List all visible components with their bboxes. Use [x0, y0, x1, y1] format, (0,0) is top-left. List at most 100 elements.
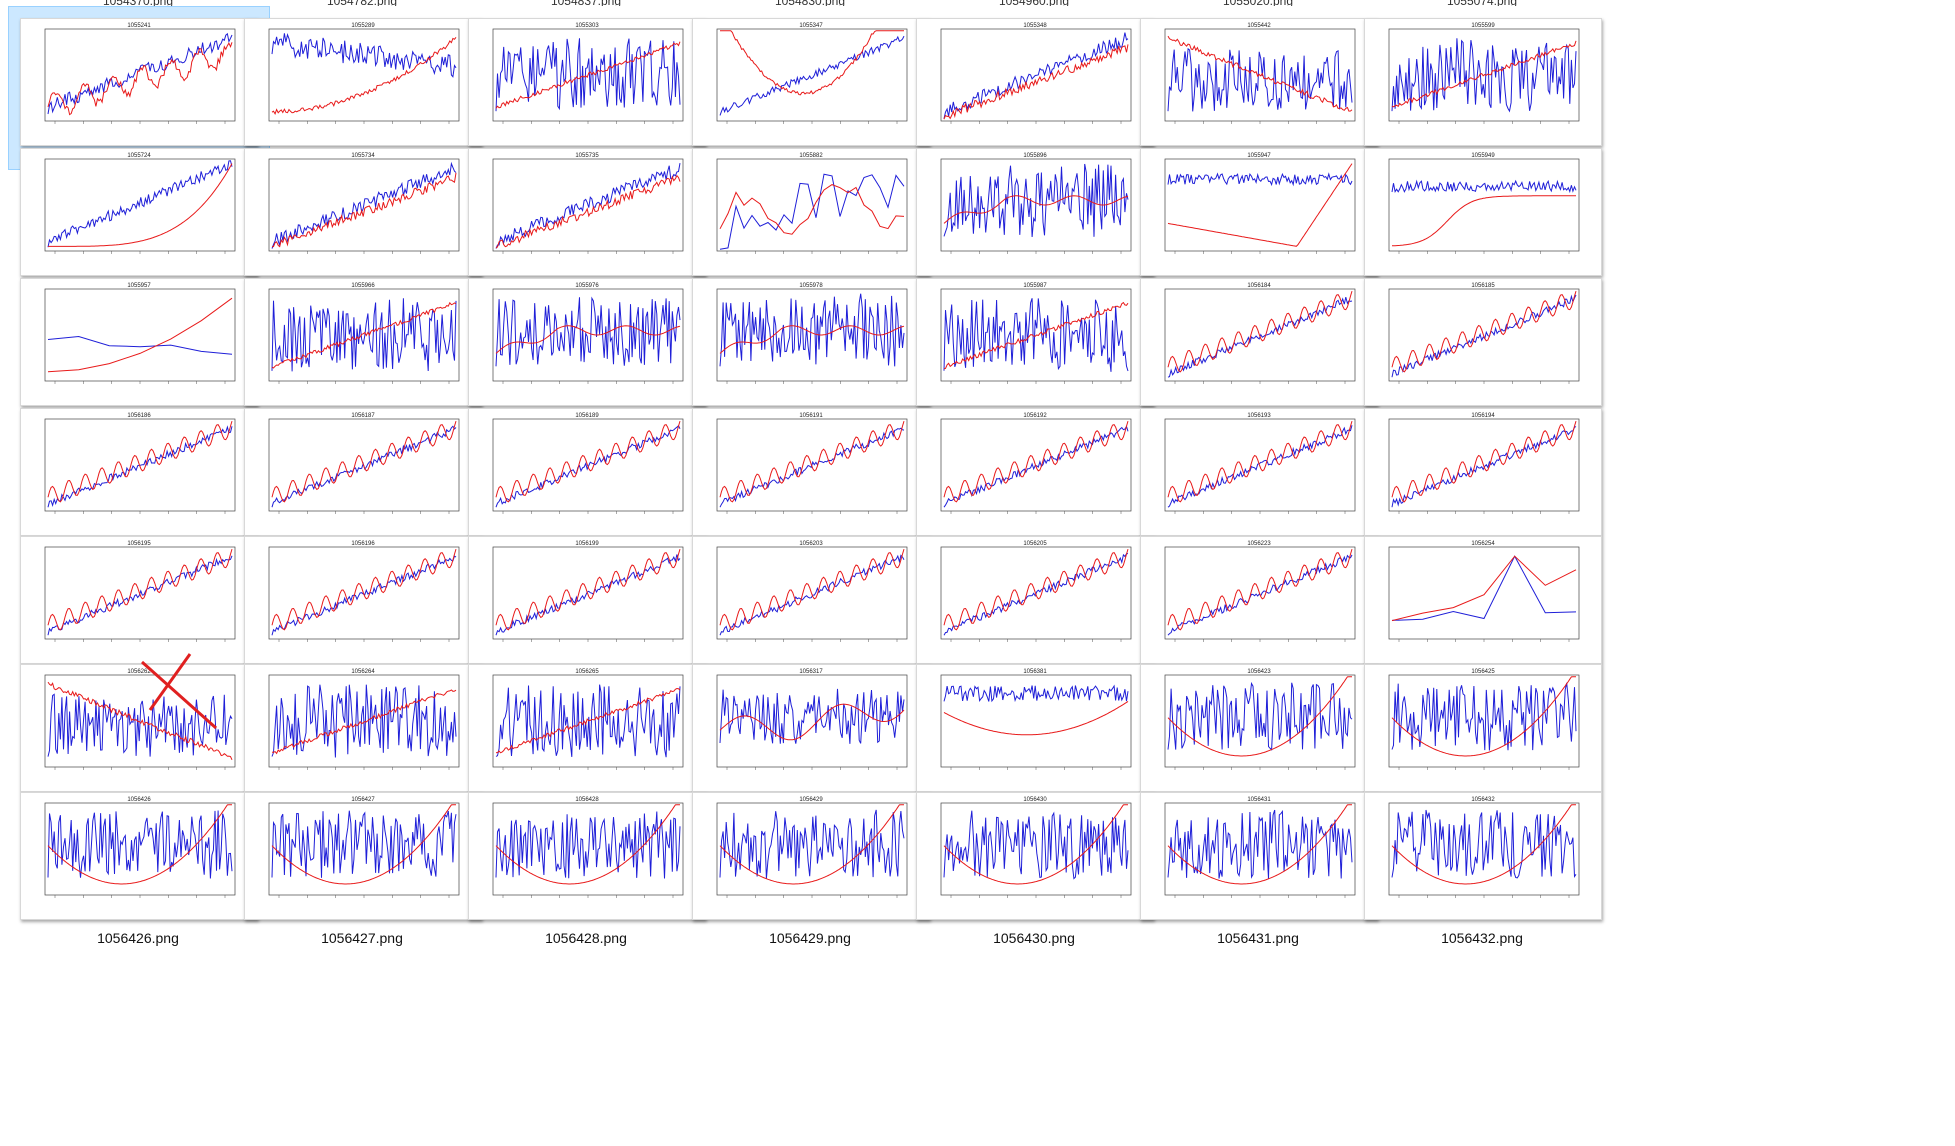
thumbnail-image[interactable]: 1055303: [468, 18, 706, 146]
chart-title: 1056428: [575, 797, 599, 803]
thumbnail-image[interactable]: 1055289: [244, 18, 482, 146]
series-blue-line: [943, 163, 1129, 238]
thumbnail-image[interactable]: 1055949: [1364, 148, 1602, 276]
thumbnail-image[interactable]: 1055896: [916, 148, 1154, 276]
chart-thumbnail: 1055978: [716, 283, 908, 384]
thumbnail-image[interactable]: 1056429: [692, 792, 930, 920]
chart-title: 1055957: [127, 283, 151, 289]
thumbnail-image[interactable]: 1056426: [20, 792, 258, 920]
chart-title: 1056185: [1471, 283, 1495, 289]
series-blue-line: [1167, 681, 1353, 751]
file-thumbnail-item[interactable]: 10563171056317.png: [692, 664, 972, 826]
thumbnail-image[interactable]: 1056423: [1140, 664, 1378, 792]
thumbnail-image[interactable]: 1055442: [1140, 18, 1378, 146]
thumbnail-image[interactable]: 1056193: [1140, 408, 1378, 536]
chart-thumbnail: 1055976: [492, 283, 684, 384]
file-thumbnail-item[interactable]: 1056427 1056427.png: [244, 792, 524, 954]
thumbnail-image[interactable]: 1056427: [244, 792, 482, 920]
series-red-line: [943, 804, 1128, 885]
thumbnail-image[interactable]: 1056428: [468, 792, 706, 920]
thumbnail-image[interactable]: 1056185: [1364, 278, 1602, 406]
thumbnail-image[interactable]: 1055947: [1140, 148, 1378, 276]
partial-file-label[interactable]: 1054960.png: [916, 0, 1152, 6]
series-blue-line: [719, 688, 905, 744]
file-thumbnail-item[interactable]: 1056428 1056428.png: [468, 792, 748, 954]
file-name-label: 1056431.png: [1217, 930, 1299, 946]
partial-file-label[interactable]: 1054782.png: [244, 0, 480, 6]
thumbnail-image[interactable]: 1056196: [244, 536, 482, 664]
thumbnail-image[interactable]: 1055978: [692, 278, 930, 406]
file-thumbnail-item[interactable]: 1056431 1056431.png: [1140, 792, 1420, 954]
thumbnail-image[interactable]: 1056223: [1140, 536, 1378, 664]
thumbnail-image[interactable]: 1055241: [20, 18, 258, 146]
thumbnail-image[interactable]: 1055735: [468, 148, 706, 276]
thumbnail-image[interactable]: 1056254: [1364, 536, 1602, 664]
thumbnail-image[interactable]: 1056189: [468, 408, 706, 536]
thumbnail-image[interactable]: 1056203: [692, 536, 930, 664]
thumbnail-image[interactable]: 1055976: [468, 278, 706, 406]
partial-file-label[interactable]: 1054830.png: [692, 0, 928, 6]
file-thumbnail-item[interactable]: 10559491055949.png: [1364, 148, 1644, 310]
file-thumbnail-item[interactable]: 10561961056196.png: [244, 536, 524, 698]
thumbnail-image[interactable]: 1056199: [468, 536, 706, 664]
file-thumbnail-item[interactable]: 10557341055734.png: [244, 148, 524, 310]
chart-thumbnail: 1056265: [492, 669, 684, 770]
file-thumbnail-item[interactable]: 10561941056194.png: [1364, 408, 1644, 570]
thumbnail-image[interactable]: 1056425: [1364, 664, 1602, 792]
file-thumbnail-item[interactable]: 10563811056381.png: [916, 664, 1196, 826]
thumbnail-image[interactable]: 1056265: [468, 664, 706, 792]
chart-thumbnail: 1055442: [1164, 23, 1356, 124]
thumbnail-image[interactable]: 1056195: [20, 536, 258, 664]
thumbnail-image[interactable]: 1056262: [20, 664, 258, 792]
chart-thumbnail: 1056199: [492, 541, 684, 642]
file-thumbnail-item[interactable]: 10552411055241.png: [8, 6, 300, 180]
thumbnail-image[interactable]: 1056317: [692, 664, 930, 792]
thumbnail-image[interactable]: 1055882: [692, 148, 930, 276]
thumbnail-image[interactable]: 1056191: [692, 408, 930, 536]
thumbnail-image[interactable]: 1055734: [244, 148, 482, 276]
thumbnail-image[interactable]: 1056381: [916, 664, 1154, 792]
thumbnail-image[interactable]: 1056205: [916, 536, 1154, 664]
thumbnail-image[interactable]: 1055347: [692, 18, 930, 146]
thumbnail-image[interactable]: 1055348: [916, 18, 1154, 146]
chart-thumbnail: 1056381: [940, 669, 1132, 770]
thumbnail-image[interactable]: 1056432: [1364, 792, 1602, 920]
thumbnail-image[interactable]: 1056431: [1140, 792, 1378, 920]
file-thumbnail-item[interactable]: 1056426 1056426.png: [20, 792, 300, 954]
series-red-line: [271, 37, 457, 115]
thumbnail-image[interactable]: 1056187: [244, 408, 482, 536]
chart-title: 1056189: [575, 413, 599, 419]
chart-title: 1056187: [351, 413, 375, 419]
file-thumbnail-item[interactable]: 10555991055599.png: [1364, 18, 1644, 180]
thumbnail-image[interactable]: 1055987: [916, 278, 1154, 406]
file-thumbnail-item[interactable]: 10561851056185.png: [1364, 278, 1644, 440]
thumbnail-image[interactable]: 1055966: [244, 278, 482, 406]
thumbnail-image[interactable]: 1055599: [1364, 18, 1602, 146]
file-thumbnail-item[interactable]: 1056432 1056432.png: [1364, 792, 1644, 954]
thumbnail-image[interactable]: 1056430: [916, 792, 1154, 920]
file-thumbnail-item[interactable]: 10562031056203.png: [692, 536, 972, 698]
series-red-line: [719, 804, 904, 885]
thumbnail-image[interactable]: 1056184: [1140, 278, 1378, 406]
series-blue-line: [719, 35, 905, 116]
series-red-line: [271, 420, 457, 503]
file-thumbnail-item[interactable]: 10559871055987.png: [916, 278, 1196, 440]
thumbnail-image[interactable]: 1056186: [20, 408, 258, 536]
thumbnail-image[interactable]: 1056194: [1364, 408, 1602, 536]
file-thumbnail-item[interactable]: 10561861056186.png: [20, 408, 300, 570]
partial-file-label[interactable]: 1054837.png: [468, 0, 704, 6]
chart-thumbnail: 1056427: [268, 797, 460, 898]
partial-file-label[interactable]: 1054370.png: [20, 0, 256, 6]
thumbnail-image[interactable]: 1055724: [20, 148, 258, 276]
file-thumbnail-item[interactable]: 10561911056191.png: [692, 408, 972, 570]
partial-file-label[interactable]: 1055020.png: [1140, 0, 1376, 6]
file-thumbnail-item[interactable]: 1056430 1056430.png: [916, 792, 1196, 954]
file-thumbnail-item[interactable]: 1056429 1056429.png: [692, 792, 972, 954]
file-thumbnail-item[interactable]: 10553031055303.png: [468, 18, 748, 180]
thumbnail-image[interactable]: 1055957: [20, 278, 258, 406]
series-red-line: [1167, 548, 1353, 631]
thumbnail-image[interactable]: 1056192: [916, 408, 1154, 536]
thumbnail-image[interactable]: 1056264: [244, 664, 482, 792]
partial-file-label[interactable]: 1055074.png: [1364, 0, 1600, 6]
chart-title: 1055348: [1023, 23, 1047, 29]
